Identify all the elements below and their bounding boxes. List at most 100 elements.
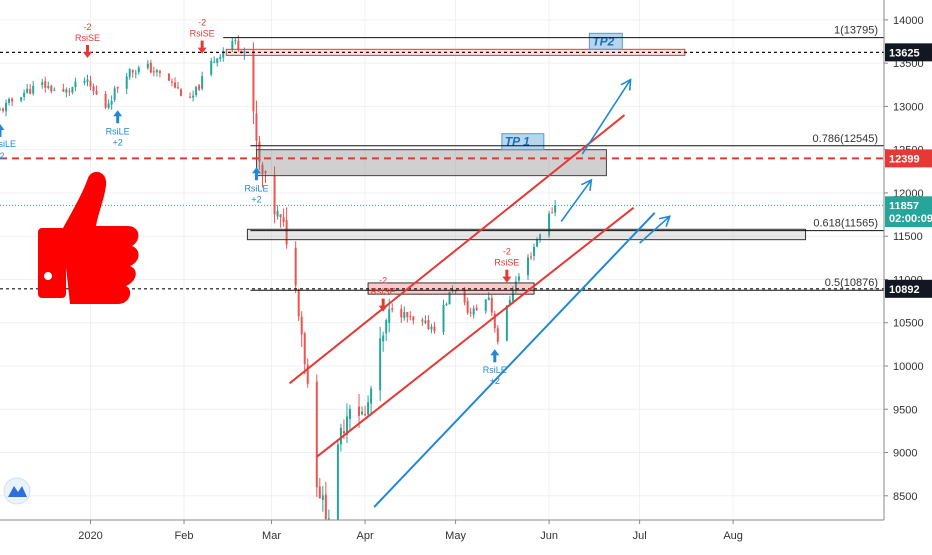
candle-body [379,338,382,391]
candle [336,440,339,520]
candle-body [195,86,198,96]
candle-body [297,288,300,317]
candle-body [412,316,415,321]
candle-body [339,427,342,445]
candle-body [50,85,53,92]
candle [29,84,32,95]
candle [149,59,152,74]
candle-body [189,96,192,98]
candle-body [41,82,44,86]
candle-body [554,205,557,213]
candle-body [445,303,448,305]
arrow-shaft [560,179,592,222]
candle [255,100,258,152]
thumbs-up-icon [38,171,139,304]
candle [539,233,542,243]
candle [382,331,385,352]
candle-body [463,289,466,303]
candle-body [234,40,237,42]
candle [44,76,47,93]
candle-body [213,61,216,63]
candle-body [279,214,282,218]
candle [47,81,50,90]
candle [475,304,478,312]
candle-body [424,320,427,323]
candle [421,317,424,327]
candle-body [192,95,195,98]
tradingview-logo-icon[interactable] [3,477,31,505]
candle-body [433,326,436,332]
thumb-cuff-dot [44,272,52,280]
candle [222,47,225,62]
candle [50,84,53,94]
candle-body [71,87,74,93]
trendlines-group [289,78,672,508]
candle [533,243,536,261]
candle-body [5,102,8,112]
signal-arrow-up-icon [251,167,261,181]
price-tag-label: 12399 [889,153,920,165]
candle [261,162,264,188]
candle-body [364,414,367,416]
thumb-cuff-shape [38,228,66,298]
candle-body [107,103,110,109]
candle-body [382,335,385,342]
fib-label: 1(13795) [834,25,878,37]
y-tick-label: 13000 [893,101,924,113]
candle-body [421,319,424,322]
signal-arrow-up-icon [490,349,500,363]
signal-arrow-up-icon [0,124,5,137]
candle [391,303,394,313]
candle-body [243,51,246,54]
candle [430,323,433,334]
candle [484,298,487,314]
candle [493,310,496,333]
candle-body [282,217,285,222]
signal-value: +2 [251,194,261,204]
candle-body [367,402,370,415]
x-tick-label: Aug [723,530,743,542]
arrow-shaft [581,79,632,155]
candle-body [448,291,451,305]
candle-body [32,85,35,94]
candle-body [11,98,14,102]
candle [104,90,107,110]
candle [167,73,170,82]
signals-group: -2RsiSERsiLE+2-2RsiSERsiLE+2-2RsiSE-2Rsi… [0,18,519,386]
candle-body [255,113,258,141]
candle [2,107,5,113]
candle [83,77,86,86]
candle [442,299,445,336]
candle-body [222,50,225,58]
candle-body [517,276,520,281]
candle-body [116,86,119,89]
candle [424,315,427,325]
candle-body [300,316,303,335]
candle [385,318,388,342]
zone-label: TP 1 [505,135,530,149]
candle [32,80,35,96]
candle [264,170,267,184]
candle-body [345,416,348,435]
price-axis-panel [884,0,932,550]
signal-value: -2 [379,276,387,286]
candle-body [487,297,490,300]
candle [131,69,134,78]
candle [472,305,475,319]
candle-body [472,308,475,315]
projection-arrow [560,178,593,222]
candle-body [155,70,158,73]
arrow-shaft [639,215,671,244]
candle-body [44,81,47,88]
logo-glyph [8,486,27,497]
signal-type: RsiLE [106,126,130,136]
signal-type: RsiLE [244,183,268,193]
candle [487,291,490,301]
price-tag: 10892 [885,279,932,298]
candle-body [167,73,170,81]
y-tick-label: 8500 [893,491,917,503]
